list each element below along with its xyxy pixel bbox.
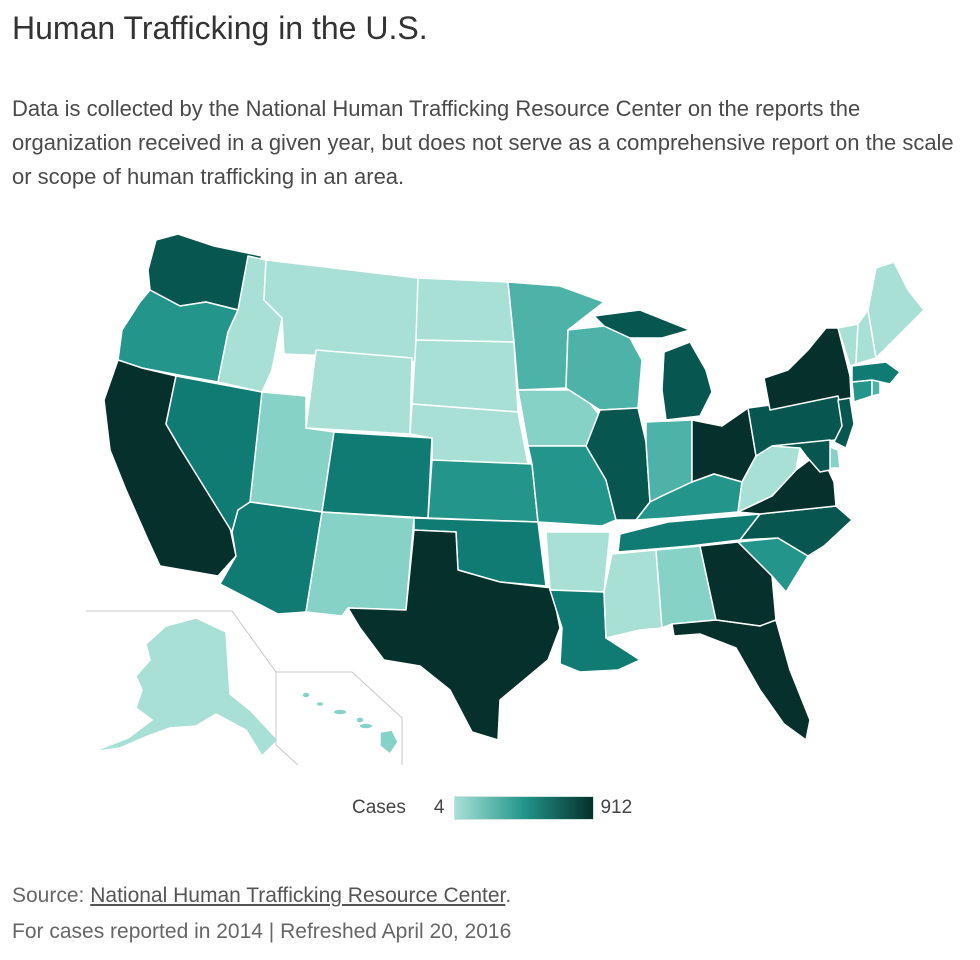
state-maryland[interactable] — [771, 439, 831, 473]
legend-min-value: 4 — [433, 797, 445, 818]
state-connecticut[interactable] — [851, 379, 873, 403]
source-suffix: . — [505, 884, 512, 907]
legend-max-value: 912 — [600, 797, 633, 818]
state-hawaii[interactable] — [301, 691, 399, 755]
state-florida[interactable] — [671, 619, 811, 741]
us-choropleth-map — [86, 233, 925, 766]
state-south-dakota[interactable] — [411, 339, 519, 413]
state-oregon[interactable] — [117, 289, 239, 383]
state-colorado[interactable] — [321, 431, 433, 519]
source-link[interactable]: National Human Trafficking Resource Cent… — [90, 884, 506, 907]
inset-frame-lines — [86, 610, 403, 766]
color-legend: Cases 4 912 — [352, 795, 632, 821]
date-note: For cases reported in 2014 | Refreshed A… — [12, 920, 512, 943]
state-new-york[interactable] — [763, 327, 853, 427]
state-texas[interactable] — [347, 529, 561, 741]
state-alaska[interactable] — [91, 617, 279, 757]
state-arkansas[interactable] — [545, 531, 611, 593]
state-rhode-island[interactable] — [871, 379, 881, 397]
legend-label: Cases — [352, 797, 406, 818]
state-kansas[interactable] — [427, 459, 539, 523]
source-line: Source: National Human Trafficking Resou… — [12, 884, 511, 908]
state-north-dakota[interactable] — [415, 277, 515, 343]
legend-gradient-bar — [454, 796, 595, 820]
state-mississippi[interactable] — [603, 549, 663, 639]
state-new-jersey[interactable] — [833, 397, 855, 449]
state-michigan[interactable] — [593, 309, 713, 421]
source-prefix: Source: — [12, 884, 91, 907]
state-new-mexico[interactable] — [305, 511, 415, 617]
state-wyoming[interactable] — [305, 349, 413, 435]
state-kentucky[interactable] — [635, 473, 743, 521]
state-massachusetts[interactable] — [851, 361, 901, 385]
state-maine[interactable] — [867, 261, 925, 359]
state-montana[interactable] — [263, 259, 419, 363]
state-ohio[interactable] — [691, 407, 757, 483]
state-arizona[interactable] — [219, 501, 323, 615]
page-title: Human Trafficking in the U.S. — [12, 10, 428, 46]
description: Data is collected by the National Human … — [12, 96, 954, 189]
